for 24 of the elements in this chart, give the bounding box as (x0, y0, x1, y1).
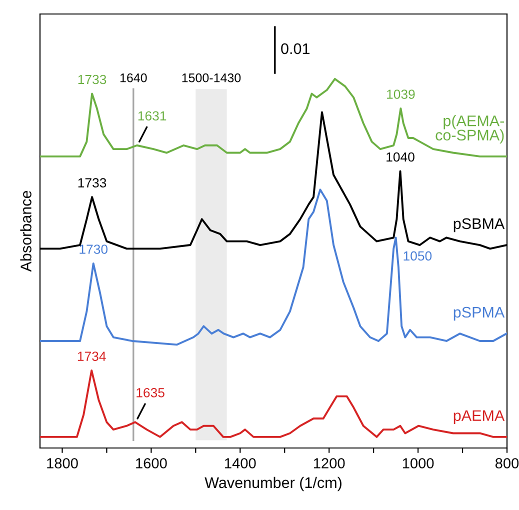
series-label: p(AEMA- co-SPMA) (436, 115, 504, 144)
annotation: 1734 (78, 352, 106, 361)
annotation: 1635 (136, 388, 164, 398)
annotation: 1730 (80, 244, 108, 254)
series-label: pAEMA (454, 410, 505, 424)
ref-line-label: 1640 (120, 73, 147, 82)
series-label: pSBMA (454, 218, 505, 232)
series-label: pSPMA (454, 306, 505, 321)
annotation: 1733 (78, 178, 106, 188)
x-tick-label: 1800 (47, 458, 78, 468)
x-tick-label: 1200 (314, 458, 345, 468)
annotation: 1631 (138, 111, 166, 121)
band-label: 1500-1430 (182, 73, 241, 82)
annotation: 1733 (78, 74, 106, 84)
annotation: 1040 (386, 152, 414, 162)
x-tick-label: 800 (495, 458, 519, 468)
x-tick-label: 1600 (136, 458, 167, 468)
x-tick-label: 1400 (225, 458, 256, 468)
annotation: 1050 (404, 251, 432, 261)
annotation: 1039 (387, 90, 415, 99)
text: 0.01 (281, 43, 310, 54)
y-axis-title: Absorbance (20, 190, 32, 272)
x-tick-label: 1000 (402, 458, 434, 468)
x-axis-title: Wavenumber (1/cm) (204, 476, 342, 492)
